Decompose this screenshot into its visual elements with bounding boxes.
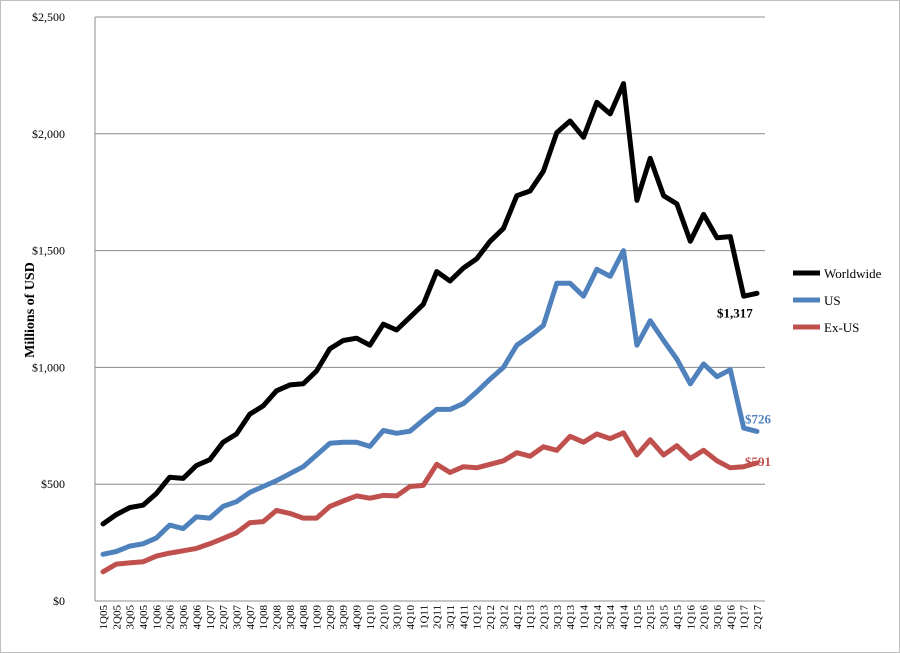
x-tick-label: 2Q08 bbox=[272, 605, 284, 630]
x-tick-label: 2Q16 bbox=[699, 605, 711, 630]
x-tick-label: 3Q13 bbox=[552, 605, 564, 630]
x-tick-label: 3Q10 bbox=[392, 605, 404, 630]
x-tick-label: 1Q11 bbox=[418, 605, 430, 629]
x-tick-label: 2Q10 bbox=[378, 605, 390, 630]
x-axis-ticks: 1Q05 2Q05 3Q05 4Q05 1Q06 2Q06 3Q06 4Q06 1Q07 2Q07… bbox=[98, 605, 764, 630]
legend-label: Ex-US bbox=[824, 320, 859, 335]
x-tick-label: 3Q11 bbox=[445, 605, 457, 629]
x-tick-label: 3Q07 bbox=[231, 605, 243, 630]
x-tick-label: 4Q09 bbox=[352, 605, 364, 630]
x-tick-label: 2Q06 bbox=[165, 605, 177, 630]
x-tick-label: 3Q05 bbox=[125, 605, 137, 630]
x-tick-label: 2Q05 bbox=[111, 605, 123, 630]
x-tick-label: 1Q17 bbox=[739, 605, 751, 630]
x-tick-label: 4Q12 bbox=[512, 605, 524, 629]
series-line-us bbox=[100, 248, 760, 557]
y-axis-ticks: $0 $500 $1,000 $1,500 $2,000 $2,500 bbox=[32, 10, 65, 608]
y-tick-label: $1,000 bbox=[32, 360, 65, 374]
y-tick-label: $2,500 bbox=[32, 10, 65, 24]
x-tick-label: 1Q10 bbox=[365, 605, 377, 630]
x-tick-label: 2Q12 bbox=[485, 605, 497, 629]
y-tick-label: $1,500 bbox=[32, 244, 65, 258]
end-label-worldwide: $1,317 bbox=[717, 305, 753, 320]
x-tick-label: 1Q14 bbox=[578, 605, 590, 630]
x-tick-label: 2Q13 bbox=[538, 605, 550, 630]
y-tick-label: $0 bbox=[53, 594, 65, 608]
x-tick-label: 1Q07 bbox=[205, 605, 217, 630]
x-tick-label: 4Q14 bbox=[619, 605, 631, 630]
x-tick-label: 4Q11 bbox=[458, 605, 470, 629]
x-tick-label: 2Q07 bbox=[218, 605, 230, 630]
x-tick-label: 4Q07 bbox=[245, 605, 257, 630]
x-tick-label: 4Q08 bbox=[298, 605, 310, 630]
x-tick-label: 2Q11 bbox=[432, 605, 444, 629]
x-tick-label: 1Q06 bbox=[151, 605, 163, 630]
y-tick-label: $500 bbox=[41, 477, 65, 491]
x-tick-label: 3Q08 bbox=[285, 605, 297, 630]
series-lines bbox=[100, 81, 760, 575]
x-tick-label: 1Q08 bbox=[258, 605, 270, 630]
x-tick-label: 2Q09 bbox=[325, 605, 337, 630]
gridlines bbox=[94, 16, 765, 602]
x-tick-label: 2Q17 bbox=[752, 605, 764, 630]
x-tick-label: 4Q06 bbox=[191, 605, 203, 630]
x-tick-label: 4Q15 bbox=[672, 605, 684, 630]
end-label-ex-us: $591 bbox=[745, 454, 771, 469]
series-line-ex-us bbox=[100, 430, 760, 575]
y-axis-title: Millions of USD bbox=[23, 262, 38, 358]
x-tick-label: 3Q15 bbox=[659, 605, 671, 630]
legend-label: US bbox=[824, 293, 841, 308]
x-tick-label: 2Q14 bbox=[592, 605, 604, 630]
legend-label: Worldwide bbox=[824, 266, 882, 281]
x-tick-label: 1Q15 bbox=[632, 605, 644, 630]
x-tick-label: 4Q16 bbox=[725, 605, 737, 630]
end-label-us: $726 bbox=[745, 411, 772, 426]
x-tick-label: 1Q13 bbox=[525, 605, 537, 630]
y-tick-label: $2,000 bbox=[32, 127, 65, 141]
x-tick-label: 1Q12 bbox=[472, 605, 484, 629]
x-tick-label: 1Q05 bbox=[98, 605, 110, 630]
x-tick-label: 4Q10 bbox=[405, 605, 417, 630]
x-tick-label: 1Q09 bbox=[312, 605, 324, 630]
x-tick-label: 2Q15 bbox=[645, 605, 657, 630]
x-tick-label: 3Q16 bbox=[712, 605, 724, 630]
x-tick-label: 3Q09 bbox=[338, 605, 350, 630]
x-tick-label: 1Q16 bbox=[685, 605, 697, 630]
series-line-worldwide bbox=[100, 81, 760, 527]
x-tick-label: 4Q13 bbox=[565, 605, 577, 630]
x-tick-label: 4Q05 bbox=[138, 605, 150, 630]
x-tick-label: 3Q06 bbox=[178, 605, 190, 630]
x-tick-label: 3Q12 bbox=[498, 605, 510, 629]
legend: Worldwide US Ex-US bbox=[793, 266, 882, 335]
x-tick-label: 3Q14 bbox=[605, 605, 617, 630]
series-end-labels: $1,317 $726 $591 bbox=[717, 305, 772, 469]
